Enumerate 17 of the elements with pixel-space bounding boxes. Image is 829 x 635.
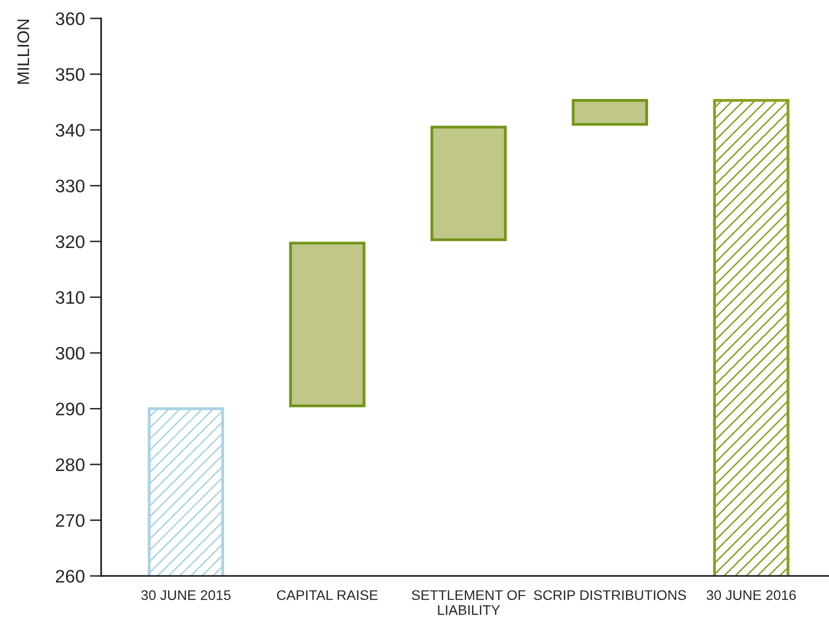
y-tick-label: 300 [56, 346, 84, 360]
y-tick-label: 260 [56, 570, 84, 583]
x-tick-label: CAPITAL RAISE [277, 590, 378, 600]
x-tick-label: SETTLEMENT OF LIABILITY [412, 590, 526, 615]
x-tick-label: 30 JUNE 2015 [141, 590, 231, 600]
y-tick-label: 290 [56, 402, 84, 416]
y-tick-label: 270 [56, 514, 84, 527]
y-axis-title: MILLION [17, 20, 30, 84]
y-tick-label: 310 [56, 291, 84, 304]
x-tick-label: SCRIP DISTRIBUTIONS [534, 590, 686, 600]
y-tick-label: 340 [56, 124, 84, 137]
y-tick-label: 330 [56, 180, 84, 192]
y-tick-label: 320 [56, 235, 84, 248]
x-tick-label: 30 JUNE 2016 [706, 590, 796, 600]
y-tick-label: 280 [56, 458, 84, 472]
y-tick-label: 350 [56, 68, 84, 81]
y-tick-label: 360 [56, 12, 84, 26]
